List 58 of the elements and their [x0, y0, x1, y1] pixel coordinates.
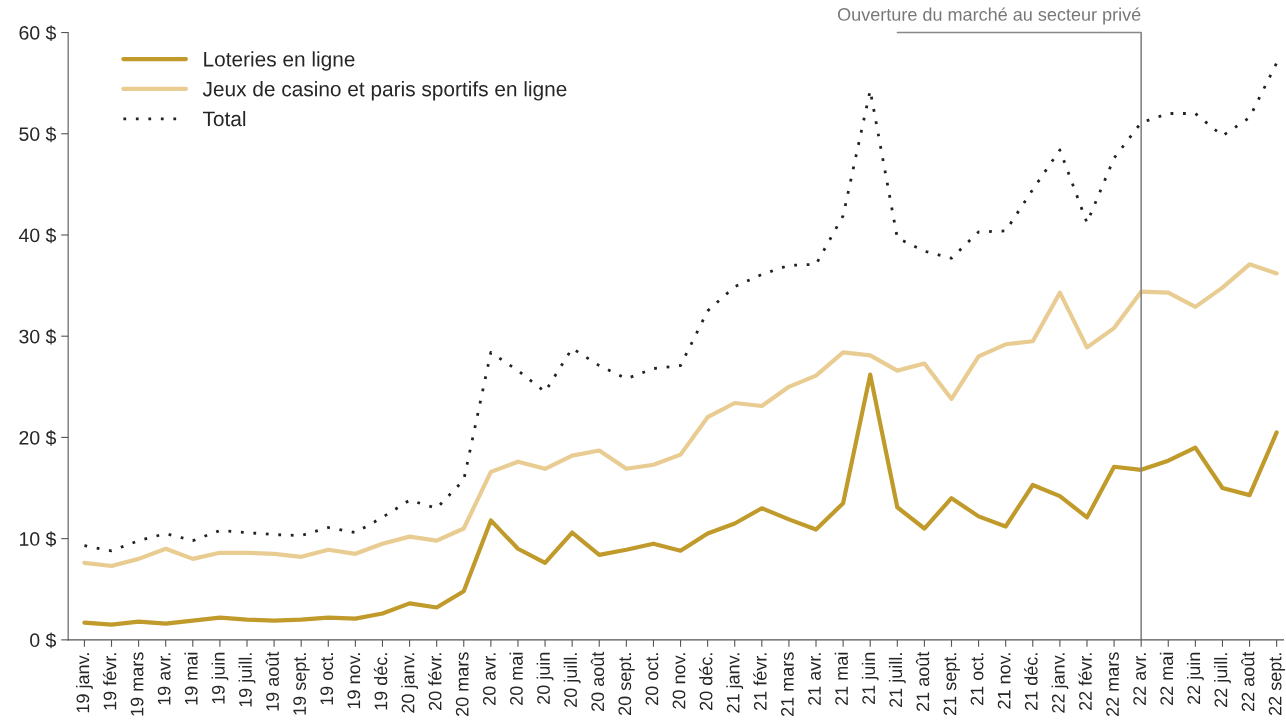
y-tick-label: 60 $	[19, 25, 57, 41]
x-tick-label: 19 sept.	[293, 653, 310, 715]
x-tick-label: 20 avr.	[482, 653, 496, 705]
legend-label: Jeux de casino et paris sportifs en ligne	[202, 81, 567, 101]
x-tick-label: 21 mai	[834, 652, 848, 705]
x-tick-label: 20 mai	[509, 652, 523, 705]
x-tick-label: 22 févr.	[1078, 653, 1092, 710]
y-tick-label: 50 $	[19, 126, 57, 143]
x-tick-label: 21 avr.	[808, 653, 821, 705]
y-tick-label: 30 $	[19, 328, 57, 345]
x-tick-label: 19 févr.	[102, 653, 117, 710]
x-tick-label: 20 janv.	[401, 653, 418, 713]
ref-line-label: Ouverture du marché au secteur privé	[837, 7, 1141, 25]
x-tick-label: 21 août	[915, 651, 930, 711]
x-tick-label: 22 mai	[1159, 652, 1174, 705]
x-tick-label: 22 avr.	[1133, 653, 1147, 705]
x-tick-label: 19 déc.	[373, 653, 388, 710]
x-tick-label: 19 juill.	[238, 653, 256, 707]
x-tick-label: 20 mars	[455, 652, 469, 716]
x-tick-label: 21 nov.	[997, 653, 1011, 709]
x-tick-label: 22 juin	[1186, 652, 1204, 704]
legend-label: Loteries en ligne	[204, 51, 355, 71]
x-tick-label: 22 juill.	[1214, 653, 1231, 707]
x-tick-label: 21 mars	[780, 652, 794, 716]
x-tick-label: 19 janv.	[76, 653, 93, 713]
x-tick-label: 21 sept.	[943, 653, 960, 715]
x-tick-label: 19 mars	[130, 652, 144, 716]
x-tick-label: 21 juin	[861, 652, 879, 704]
x-tick-label: 19 mai	[184, 652, 198, 705]
x-tick-label: 20 févr.	[428, 653, 442, 710]
y-tick-label: 20 $	[19, 430, 57, 446]
x-tick-label: 21 févr.	[753, 653, 767, 710]
line-series	[82, 372, 1279, 627]
y-tick-label: 40 $	[18, 227, 57, 244]
x-tick-label: 20 juill.	[563, 653, 581, 707]
x-tick-label: 19 avr.	[157, 653, 171, 705]
legend-label: Total	[203, 110, 246, 127]
x-tick-label: 21 janv.	[726, 653, 744, 713]
x-tick-label: 22 sept.	[1268, 653, 1286, 715]
y-tick-label: 10 $	[19, 531, 57, 548]
x-tick-label: 20 nov.	[672, 653, 686, 709]
x-tick-label: 20 oct.	[645, 653, 659, 705]
x-tick-label: 22 mars	[1106, 652, 1119, 716]
x-tick-label: 21 oct.	[970, 653, 984, 705]
x-tick-label: 19 août	[265, 651, 279, 711]
x-tick-label: 21 déc.	[1024, 653, 1038, 710]
x-tick-label: 22 août	[1241, 651, 1255, 711]
x-tick-label: 19 nov.	[347, 653, 361, 709]
line-series	[82, 262, 1279, 569]
x-tick-label: 19 oct.	[320, 653, 334, 705]
y-tick-label: 0 $	[30, 632, 57, 649]
x-tick-label: 22 janv.	[1051, 653, 1069, 713]
x-tick-label: 20 déc.	[699, 653, 713, 710]
x-tick-label: 20 août	[590, 651, 605, 711]
x-tick-label: 19 juin	[211, 652, 229, 704]
x-tick-label: 21 juill.	[888, 653, 906, 707]
x-tick-label: 20 sept.	[618, 653, 635, 715]
x-tick-label: 20 juin	[536, 652, 554, 704]
